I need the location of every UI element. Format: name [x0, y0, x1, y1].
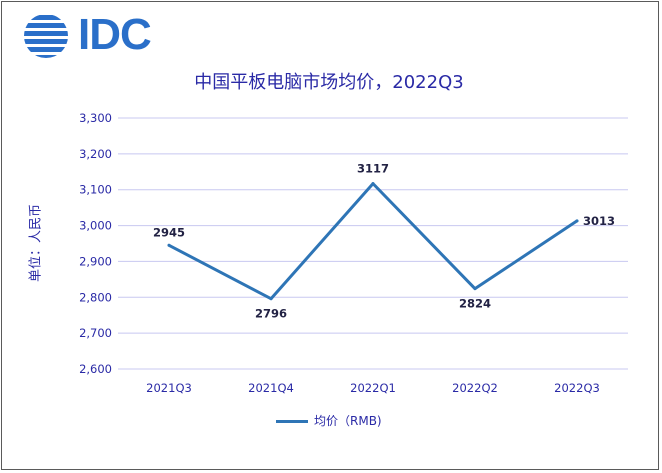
data-point [167, 243, 171, 247]
globe-icon [24, 15, 68, 58]
data-label: 2824 [459, 297, 491, 311]
data-label: 2796 [255, 307, 287, 321]
y-tick-label: 3,300 [79, 111, 112, 125]
series-line [167, 182, 579, 301]
legend-label: 均价（RMB) [314, 414, 382, 428]
data-label: 3013 [583, 214, 615, 228]
data-label: 2945 [153, 225, 185, 239]
x-tick-label: 2022Q1 [350, 381, 396, 395]
data-point [269, 297, 273, 301]
logo-wordmark: IDC [78, 10, 152, 59]
data-point [473, 287, 477, 291]
y-tick-label: 2,900 [79, 254, 112, 268]
idc-logo: IDC [22, 10, 154, 60]
legend-swatch [276, 420, 308, 423]
y-tick-label: 3,100 [79, 183, 112, 197]
y-tick-label: 2,700 [79, 326, 112, 340]
data-label: 3117 [357, 162, 389, 176]
y-tick-label: 2,800 [79, 290, 112, 304]
chart-title: 中国平板电脑市场均价，2022Q3 [194, 72, 464, 93]
data-point [575, 219, 579, 223]
x-tick-label: 2022Q2 [452, 381, 498, 395]
y-tick-label: 2,600 [79, 362, 112, 376]
data-point [371, 182, 375, 186]
y-tick-label: 3,000 [79, 219, 112, 233]
y-tick-label: 3,200 [79, 147, 112, 161]
x-tick-label: 2021Q3 [146, 381, 192, 395]
x-tick-label: 2021Q4 [248, 381, 294, 395]
x-tick-label: 2022Q3 [554, 381, 600, 395]
